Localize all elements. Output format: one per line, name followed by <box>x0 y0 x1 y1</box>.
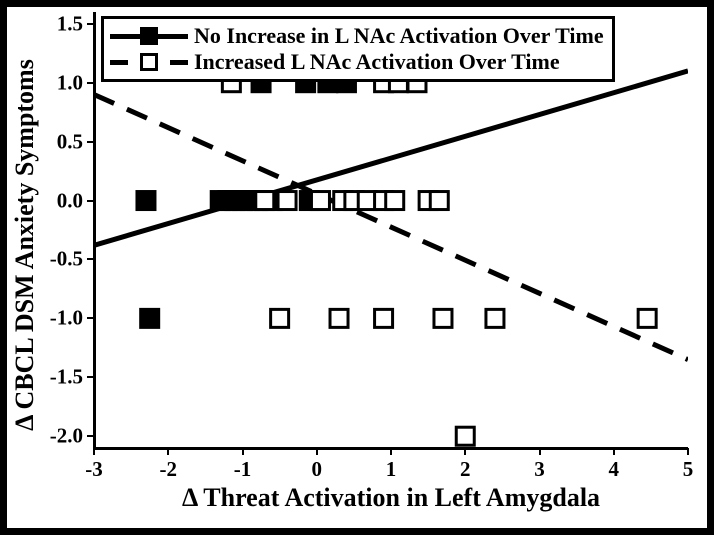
increased-point <box>430 192 448 210</box>
x-tick <box>316 448 318 455</box>
x-tick-label: 5 <box>683 457 694 482</box>
increased-point <box>375 309 393 327</box>
x-tick-label: 0 <box>312 457 323 482</box>
y-tick <box>87 141 94 143</box>
legend-marker-filled <box>140 27 158 45</box>
y-tick <box>87 376 94 378</box>
y-tick-label: -1.5 <box>50 365 83 390</box>
y-tick <box>87 82 94 84</box>
legend-sample <box>110 25 188 47</box>
legend-line-dash <box>170 60 188 65</box>
legend-line-dash <box>110 60 128 65</box>
no_increase-point <box>137 192 155 210</box>
increased-point <box>456 427 474 445</box>
x-tick-label: 2 <box>460 457 471 482</box>
x-tick <box>390 448 392 455</box>
increased-point <box>486 309 504 327</box>
y-tick <box>87 435 94 437</box>
y-tick <box>87 317 94 319</box>
x-tick <box>464 448 466 455</box>
y-axis-label: Δ CBCL DSM Anxiety Symptoms <box>10 59 40 431</box>
y-tick-label: 1.0 <box>57 70 83 95</box>
legend-row: Increased L NAc Activation Over Time <box>110 49 604 75</box>
increased-point <box>638 309 656 327</box>
legend: No Increase in L NAc Activation Over Tim… <box>101 16 615 82</box>
x-tick <box>242 448 244 455</box>
y-tick-label: 0.5 <box>57 129 83 154</box>
x-tick <box>93 448 95 455</box>
increased-point <box>330 309 348 327</box>
x-tick <box>687 448 689 455</box>
increased-point <box>311 192 329 210</box>
y-tick-label: -1.0 <box>50 306 83 331</box>
y-tick <box>87 258 94 260</box>
no_increase-regression-line <box>94 71 688 245</box>
increased-point <box>256 192 274 210</box>
x-tick-label: 4 <box>609 457 620 482</box>
increased-point <box>434 309 452 327</box>
x-tick-label: -1 <box>234 457 252 482</box>
x-tick-label: -3 <box>85 457 103 482</box>
increased-point <box>271 309 289 327</box>
y-axis <box>93 12 96 448</box>
legend-label: Increased L NAc Activation Over Time <box>194 49 560 75</box>
increased-point <box>278 192 296 210</box>
y-tick <box>87 200 94 202</box>
x-tick-label: 3 <box>534 457 545 482</box>
y-tick <box>87 23 94 25</box>
y-tick-label: -2.0 <box>50 424 83 449</box>
no_increase-point <box>141 309 159 327</box>
x-tick <box>539 448 541 455</box>
increased-point <box>386 192 404 210</box>
legend-label: No Increase in L NAc Activation Over Tim… <box>194 23 604 49</box>
legend-marker-open <box>140 53 158 71</box>
legend-row: No Increase in L NAc Activation Over Tim… <box>110 23 604 49</box>
legend-sample <box>110 51 188 73</box>
chart-container: No Increase in L NAc Activation Over Tim… <box>0 0 714 535</box>
x-tick-label: -2 <box>160 457 178 482</box>
x-axis-label: Δ Threat Activation in Left Amygdala <box>182 483 600 513</box>
x-tick <box>613 448 615 455</box>
x-tick-label: 1 <box>386 457 397 482</box>
y-tick-label: -0.5 <box>50 247 83 272</box>
y-tick-label: 0.0 <box>57 188 83 213</box>
y-tick-label: 1.5 <box>57 11 83 36</box>
x-tick <box>167 448 169 455</box>
